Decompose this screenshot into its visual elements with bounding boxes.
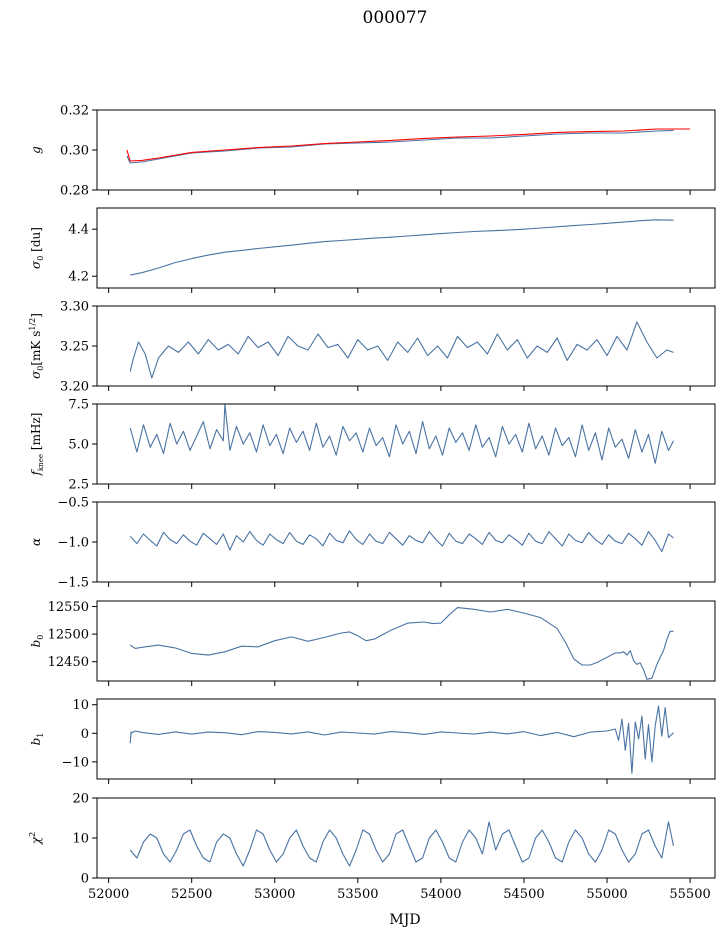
y-tick-label: 2.5: [68, 478, 89, 493]
y-axis-label: χ2: [28, 832, 43, 845]
data-line: [126, 129, 674, 164]
x-tick-label: 54500: [503, 887, 544, 902]
panel-1: 0.28 0.30 0.32 g: [29, 104, 716, 199]
axes-frame: [96, 501, 716, 583]
axes-frame: [96, 305, 716, 387]
panel-6: 12450 12500 12550 b0: [29, 600, 716, 686]
y-tick-label: −1.0: [57, 536, 89, 551]
y-tick-label: 10: [72, 698, 89, 713]
y-tick-label: 3.20: [60, 380, 89, 395]
y-tick-label: 0: [81, 872, 89, 887]
panels: 0.28 0.30 0.32 g 4.2 4.4 σ0 [du] 3.20 3.25 3.30 σ0…: [28, 104, 716, 887]
data-line: [130, 219, 674, 276]
data-line: [129, 321, 674, 379]
y-tick-label: −1.5: [57, 576, 89, 591]
y-tick-label: 4.4: [68, 223, 89, 238]
panel-7: −10 0 10 b1: [29, 698, 716, 784]
y-axis-label: g: [29, 146, 43, 154]
data-line: [129, 821, 675, 867]
y-tick-label: 0: [81, 727, 89, 742]
y-tick-label: 3.25: [60, 340, 89, 355]
model-line: [126, 128, 691, 162]
y-tick-label: 7.5: [68, 398, 89, 413]
data-line: [129, 607, 674, 680]
y-axis-label: fknee [mHz]: [29, 413, 45, 477]
y-axis-label: σ0[mK s1/2]: [28, 313, 45, 379]
y-tick-label: 5.0: [68, 438, 89, 453]
axes-frame: [96, 109, 716, 191]
x-tick-label: 52000: [88, 887, 129, 902]
panel-8: 0 10 20 χ2: [28, 792, 716, 887]
y-tick-label: 12550: [48, 600, 89, 615]
axes-frame: [96, 698, 716, 780]
x-tick-label: 52500: [171, 887, 212, 902]
panel-5: −1.5 −1.0 −0.5 α: [29, 496, 716, 591]
y-axis-label: b0: [29, 635, 45, 648]
x-axis: 52000 52500 53000 53500 54000 54500 55000 55500: [88, 887, 711, 902]
axes-frame: [96, 207, 716, 289]
y-tick-label: 0.32: [60, 104, 89, 119]
y-axis-label: σ0 [du]: [29, 227, 45, 269]
x-tick-label: 53500: [337, 887, 378, 902]
figure-title: 000077: [363, 8, 428, 28]
y-axis-label: b1: [29, 733, 45, 746]
y-tick-label: 10: [72, 832, 89, 847]
panel-4: 2.5 5.0 7.5 fknee [mHz]: [29, 398, 716, 493]
y-axis-label: α: [29, 538, 43, 546]
panel-2: 4.2 4.4 σ0 [du]: [29, 207, 716, 293]
x-tick-label: 53000: [254, 887, 295, 902]
axes-frame: [96, 403, 716, 485]
y-tick-label: 0.28: [60, 184, 89, 199]
y-tick-label: 0.30: [60, 144, 89, 159]
x-tick-label: 55000: [586, 887, 627, 902]
y-tick-label: −0.5: [57, 496, 89, 511]
y-tick-label: −10: [62, 755, 89, 770]
y-tick-label: 4.2: [68, 270, 89, 285]
x-tick-label: 55500: [669, 887, 710, 902]
y-tick-label: 20: [72, 792, 89, 807]
x-tick-label: 54000: [420, 887, 461, 902]
y-tick-label: 12450: [48, 655, 89, 670]
data-line: [129, 404, 674, 464]
x-axis-label: MJD: [389, 912, 420, 928]
y-tick-label: 3.30: [60, 300, 89, 315]
data-line: [129, 705, 674, 774]
data-line: [129, 530, 674, 553]
y-tick-label: 12500: [48, 628, 89, 643]
panel-3: 3.20 3.25 3.30 σ0[mK s1/2]: [28, 300, 716, 395]
axes-frame: [96, 600, 716, 682]
